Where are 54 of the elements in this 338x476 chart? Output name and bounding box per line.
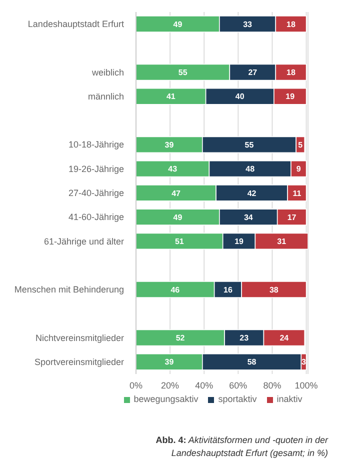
data-label: 33 bbox=[243, 20, 253, 29]
x-tick-label: 40% bbox=[195, 380, 214, 390]
data-label: 49 bbox=[173, 20, 183, 29]
y-tick-label: 10-18-Jährige bbox=[68, 140, 124, 150]
y-tick-label: Nichtvereinsmitglieder bbox=[35, 332, 124, 343]
data-label: 55 bbox=[244, 140, 254, 150]
legend-label: bewegungsaktiv bbox=[134, 394, 198, 404]
data-label: 31 bbox=[277, 237, 287, 246]
data-label: 18 bbox=[286, 20, 296, 29]
data-label: 52 bbox=[176, 334, 186, 343]
data-label: 19 bbox=[234, 237, 244, 246]
y-tick-label: Menschen mit Behinderung bbox=[14, 284, 124, 295]
data-label: 48 bbox=[246, 164, 256, 174]
data-label: 34 bbox=[244, 212, 254, 222]
data-label: 39 bbox=[164, 140, 174, 150]
data-label: 40 bbox=[235, 92, 245, 102]
y-tick-label: Landeshauptstadt Erfurt bbox=[28, 19, 124, 30]
x-tick-label: 20% bbox=[161, 380, 180, 390]
data-label: 9 bbox=[296, 164, 302, 174]
data-label: 55 bbox=[178, 68, 188, 78]
x-tick-label: 80% bbox=[263, 380, 282, 390]
data-label: 38 bbox=[269, 285, 279, 294]
data-label: 23 bbox=[240, 334, 250, 343]
data-label: 11 bbox=[292, 188, 302, 198]
data-label: 58 bbox=[247, 358, 257, 367]
x-tick-label: 60% bbox=[229, 380, 248, 390]
data-label: 27 bbox=[248, 68, 258, 78]
data-label: 17 bbox=[287, 212, 297, 222]
y-tick-label: 61-Jährige und älter bbox=[44, 236, 124, 246]
data-label: 47 bbox=[172, 188, 182, 198]
caption: Abb. 4: Aktivitätsformen und -quoten in der Landeshauptstadt Erfurt (gesamt; in %) bbox=[156, 435, 328, 458]
y-tick-label: Sportvereinsmitglieder bbox=[34, 356, 124, 367]
y-tick-label: 19-26-Jährige bbox=[68, 164, 124, 174]
data-label: 18 bbox=[286, 68, 296, 78]
data-label: 46 bbox=[170, 285, 180, 294]
y-tick-label: 41-60-Jährige bbox=[68, 212, 124, 222]
data-label: 39 bbox=[164, 358, 174, 367]
data-label: 19 bbox=[286, 92, 296, 102]
data-label: 5 bbox=[298, 140, 304, 150]
data-label: 41 bbox=[166, 92, 176, 102]
y-tick-label: weiblich bbox=[90, 67, 124, 78]
x-tick-label: 100% bbox=[294, 380, 318, 390]
y-tick-label: männlich bbox=[88, 91, 124, 102]
legend-label: sportaktiv bbox=[218, 394, 257, 404]
data-label: 43 bbox=[168, 164, 178, 174]
data-label: 24 bbox=[280, 334, 290, 343]
data-label: 51 bbox=[174, 237, 184, 246]
legend-label: inaktiv bbox=[276, 394, 302, 404]
data-label: 3 bbox=[302, 358, 307, 367]
data-label: 16 bbox=[224, 285, 233, 294]
y-tick-label: 27-40-Jährige bbox=[68, 188, 124, 198]
x-tick-label: 0% bbox=[129, 380, 143, 390]
data-label: 49 bbox=[173, 212, 183, 222]
data-label: 42 bbox=[247, 188, 257, 198]
